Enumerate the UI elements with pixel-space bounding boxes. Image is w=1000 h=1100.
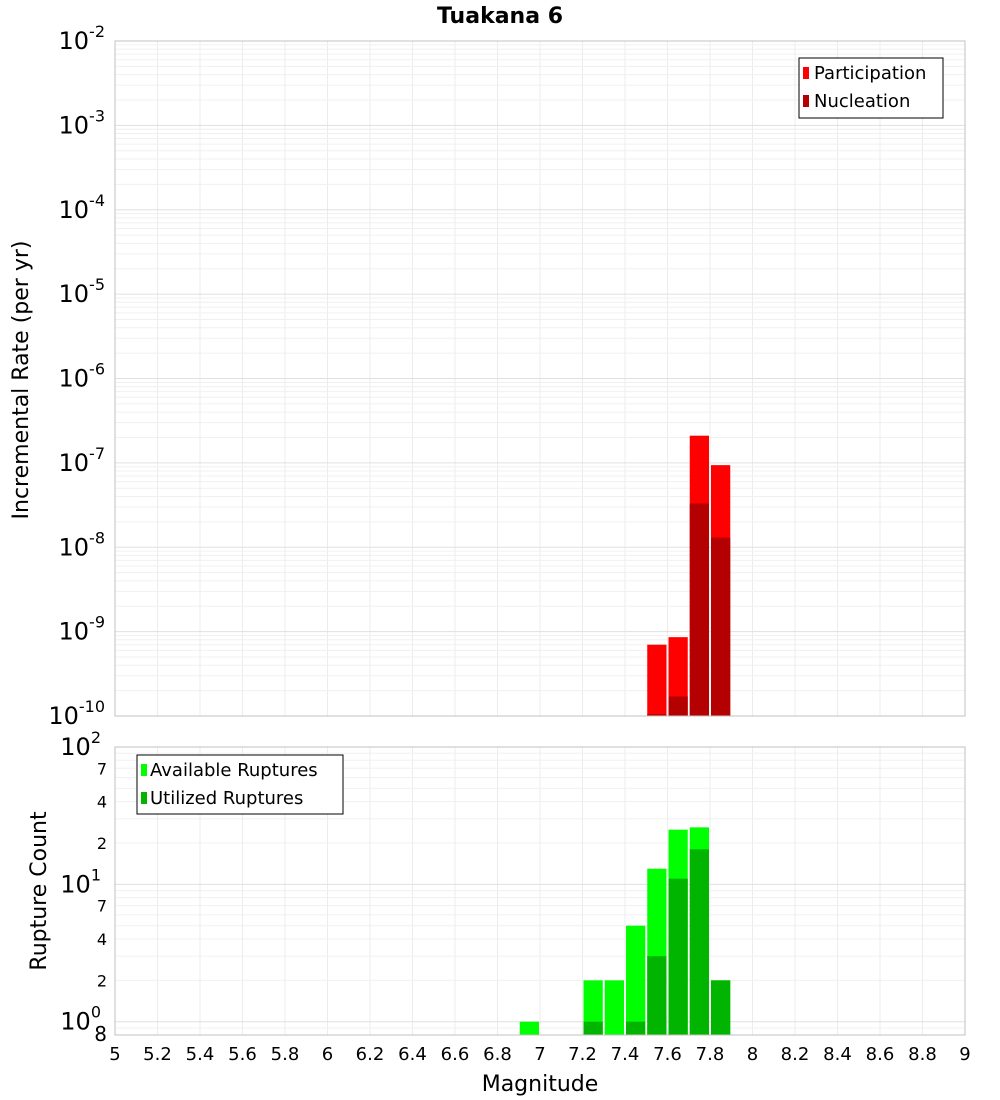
top-y-axis-label: Incremental Rate (per yr) [9, 241, 34, 520]
legend-label-available-ruptures: Available Ruptures [150, 760, 318, 781]
legend-swatch-participation [803, 67, 809, 79]
x-tick-label: 8 [747, 1044, 758, 1065]
top-y-tick-label: 10-3 [59, 106, 106, 139]
x-tick-label: 7.4 [611, 1044, 640, 1065]
bottom-y-minor-tick-label: 8 [94, 1022, 107, 1046]
top-y-tick-label: 10-9 [59, 613, 106, 646]
x-axis-label: Magnitude [482, 1072, 599, 1097]
participation-bar [668, 637, 688, 716]
bottom-y-tick-label: 101 [60, 865, 101, 898]
available-ruptures-bar [626, 925, 646, 1035]
top-plot-border [114, 40, 966, 717]
available-ruptures-bar [519, 1021, 539, 1035]
available-ruptures-bar [583, 980, 603, 1035]
utilized-ruptures-bar [711, 980, 731, 1035]
chart-title: Tuakana 6 [437, 4, 563, 29]
x-tick-label: 8.6 [866, 1044, 895, 1065]
legend-swatch-nucleation [803, 95, 809, 107]
x-tick-label: 5.8 [271, 1044, 300, 1065]
x-tick-label: 5.4 [186, 1044, 215, 1065]
top-legend-box [798, 57, 944, 119]
bottom-plot-area: 100 101 102 8 2 4 7 2 4 7 5 5.2 5.4 5.6 5.8 6 6.2 6.4 6.6 6… [60, 728, 970, 1065]
utilized-ruptures-bar [689, 849, 709, 1035]
available-ruptures-bar [604, 980, 624, 1035]
utilized-ruptures-bar [647, 956, 667, 1035]
nucleation-bar [711, 537, 731, 716]
top-y-tick-label: 10-10 [48, 697, 105, 730]
x-tick-label: 7.6 [653, 1044, 682, 1065]
legend-swatch-utilized-ruptures [141, 792, 147, 804]
top-y-tick-label: 10-6 [59, 360, 106, 393]
x-tick-label: 8.4 [823, 1044, 852, 1065]
top-legend: Participation Nucleation [798, 57, 944, 119]
legend-label-participation: Participation [814, 63, 926, 84]
x-tick-label: 7.8 [696, 1044, 725, 1065]
bottom-y-tick-label: 102 [60, 728, 101, 761]
bottom-y-minor-tick-label: 2 [97, 971, 107, 990]
bottom-y-minor-tick-label: 4 [97, 793, 107, 812]
x-tick-label: 6.2 [356, 1044, 385, 1065]
x-tick-label: 5 [109, 1044, 120, 1065]
x-tick-label: 6.6 [441, 1044, 470, 1065]
legend-label-utilized-ruptures: Utilized Ruptures [150, 788, 303, 809]
top-y-tick-label: 10-8 [59, 528, 106, 561]
top-y-tick-label: 10-7 [59, 444, 106, 477]
top-y-tick-label: 10-2 [59, 22, 106, 55]
x-tick-label: 9 [959, 1044, 970, 1065]
x-tick-label: 8.8 [908, 1044, 937, 1065]
utilized-ruptures-bar [668, 878, 688, 1035]
bottom-y-minor-tick-label: 4 [97, 930, 107, 949]
participation-bar [647, 644, 667, 716]
x-tick-label: 7 [534, 1044, 545, 1065]
bottom-y-minor-tick-label: 7 [97, 759, 107, 778]
nucleation-bar [689, 503, 709, 716]
x-tick-label: 6.8 [483, 1044, 512, 1065]
bottom-y-axis-label: Rupture Count [27, 811, 52, 971]
x-tick-label: 5.2 [143, 1044, 172, 1065]
x-tick-label: 6 [322, 1044, 333, 1065]
x-tick-label: 8.2 [781, 1044, 810, 1065]
utilized-ruptures-bar [583, 1021, 603, 1035]
bottom-legend: Available Ruptures Utilized Ruptures [136, 754, 344, 815]
bottom-y-minor-tick-label: 2 [97, 834, 107, 853]
x-tick-label: 6.4 [398, 1044, 427, 1065]
legend-label-nucleation: Nucleation [814, 91, 910, 112]
bottom-y-tick-label: 100 [60, 1003, 101, 1036]
top-y-tick-label: 10-5 [59, 275, 106, 308]
x-tick-label: 7.2 [568, 1044, 597, 1065]
top-plot-area: 10-10 10-9 10-8 10-7 10-6 10-5 10-4 10-3 10-2 Par… [48, 22, 966, 730]
nucleation-bar [647, 714, 667, 716]
bottom-y-minor-tick-label: 7 [97, 897, 107, 916]
top-y-tick-label: 10-4 [59, 191, 106, 224]
nucleation-bar [668, 696, 688, 716]
utilized-ruptures-bar [626, 1021, 646, 1035]
bottom-plot-border [114, 746, 966, 1036]
bottom-legend-box [136, 754, 344, 815]
x-tick-label: 5.6 [228, 1044, 257, 1065]
legend-swatch-available-ruptures [141, 764, 147, 776]
